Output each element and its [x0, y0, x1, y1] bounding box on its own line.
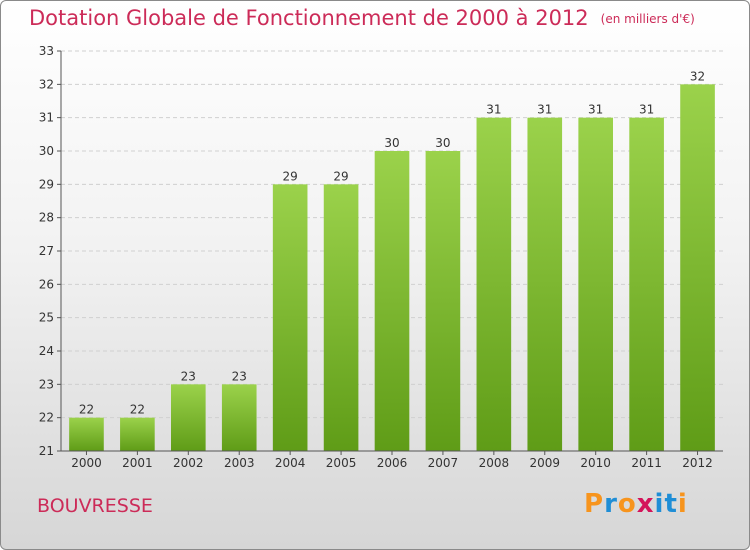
data-label: 31	[537, 103, 552, 117]
y-tick-label: 33	[39, 44, 54, 58]
bar	[323, 184, 359, 452]
commune-name: BOUVRESSE	[37, 495, 153, 517]
y-tick-label: 26	[39, 277, 54, 291]
y-tick-label: 28	[39, 211, 54, 225]
logo-letter: t	[664, 489, 678, 519]
data-label: 29	[283, 169, 298, 183]
bar	[680, 84, 715, 451]
logo-letter: o	[617, 489, 637, 519]
y-tick-label: 27	[39, 244, 54, 258]
data-label: 29	[333, 169, 348, 183]
logo-letter: P	[584, 489, 605, 519]
title-text: Dotation Globale de Fonctionnement de 20…	[29, 6, 589, 30]
y-tick-label: 23	[39, 377, 54, 391]
bar	[476, 117, 512, 452]
proxiti-logo: Proxiti	[584, 489, 688, 519]
y-tick-label: 22	[39, 411, 54, 425]
data-label: 32	[690, 69, 705, 83]
logo-letter: x	[636, 489, 655, 519]
x-tick-label: 2008	[479, 456, 510, 470]
logo-letter: i	[677, 489, 688, 519]
bar	[272, 184, 308, 452]
chart-title: Dotation Globale de Fonctionnement de 20…	[29, 6, 695, 30]
y-tick-label: 29	[39, 177, 54, 191]
bar	[69, 417, 104, 451]
logo-letter: i	[654, 489, 665, 519]
bar	[374, 151, 410, 451]
bar	[170, 384, 206, 451]
bar	[120, 417, 155, 451]
bar	[527, 117, 563, 452]
y-tick-label: 30	[39, 144, 54, 158]
data-label: 30	[435, 136, 450, 150]
x-tick-label: 2004	[275, 456, 306, 470]
data-label: 22	[79, 403, 94, 417]
x-tick-label: 2002	[173, 456, 204, 470]
x-tick-label: 2000	[71, 456, 102, 470]
x-tick-label: 2006	[377, 456, 408, 470]
x-tick-label: 2010	[580, 456, 611, 470]
y-tick-label: 25	[39, 311, 54, 325]
x-tick-label: 2012	[682, 456, 713, 470]
y-tick-label: 32	[39, 77, 54, 91]
data-label: 23	[232, 369, 247, 383]
x-tick-label: 2003	[224, 456, 255, 470]
x-tick-label: 2001	[122, 456, 153, 470]
data-label: 22	[130, 403, 145, 417]
data-label: 31	[588, 103, 603, 117]
y-tick-label: 21	[39, 444, 54, 458]
x-tick-label: 2007	[428, 456, 459, 470]
data-label: 30	[384, 136, 399, 150]
unit-label: (en milliers d'€)	[600, 12, 695, 26]
data-label: 23	[181, 369, 196, 383]
bar	[221, 384, 257, 451]
logo-letter: r	[604, 489, 618, 519]
data-label: 31	[486, 103, 501, 117]
bar	[425, 151, 461, 451]
x-tick-label: 2009	[529, 456, 560, 470]
data-label: 31	[639, 103, 654, 117]
y-tick-label: 31	[39, 111, 54, 125]
x-tick-label: 2005	[326, 456, 357, 470]
x-tick-label: 2011	[631, 456, 662, 470]
y-tick-label: 24	[39, 344, 54, 358]
bar	[629, 117, 664, 452]
bar	[578, 117, 614, 452]
